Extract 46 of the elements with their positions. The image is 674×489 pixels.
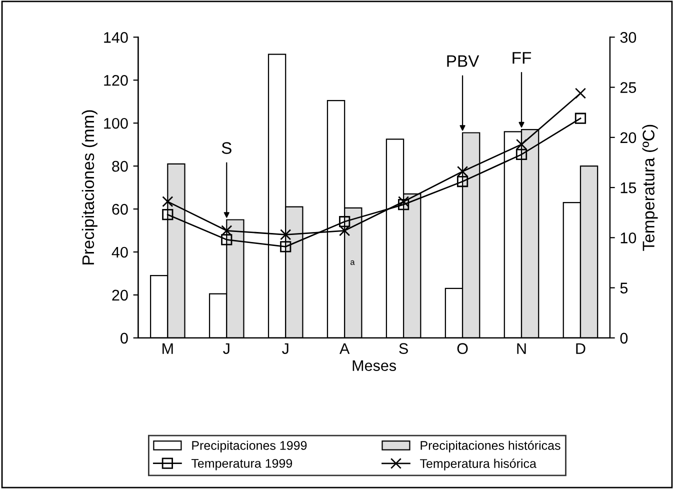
- y-tick-label: 40: [112, 246, 128, 258]
- x-tick-label: J: [282, 343, 288, 354]
- y2-axis-title: Temperatura (ºC): [642, 124, 658, 251]
- point: [280, 229, 292, 240]
- point: [162, 196, 174, 208]
- y-tick-label: 100: [104, 118, 128, 129]
- point: [280, 241, 292, 252]
- y2-tick-label: 10: [620, 232, 636, 244]
- legend-label: Precipitaciones 1999: [192, 440, 307, 452]
- point: [574, 88, 586, 99]
- y-tick-label: 120: [104, 74, 128, 86]
- annotation: S: [222, 142, 232, 154]
- point: [221, 225, 232, 236]
- annotation: PBV: [447, 55, 480, 67]
- x-tick-label: S: [399, 343, 408, 354]
- y-tick-label: 0: [120, 332, 128, 344]
- x-tick-label: M: [162, 343, 173, 354]
- point: [516, 148, 528, 160]
- y2-tick-label: 30: [620, 32, 636, 43]
- x-tick-label: D: [576, 343, 586, 354]
- x-tick-label: O: [457, 343, 468, 354]
- point: [221, 234, 232, 246]
- y2-tick-label: 25: [620, 82, 636, 93]
- x-tick-label: A: [340, 343, 350, 354]
- y-axis-title: Precipitaciones (mm): [82, 110, 98, 264]
- y-tick-label: 80: [112, 160, 128, 172]
- point: [162, 209, 174, 220]
- point: [574, 112, 586, 124]
- y-tick-label: 60: [112, 204, 128, 215]
- y-tick-label: 140: [104, 32, 128, 43]
- point: [339, 216, 350, 228]
- annotation: a: [350, 260, 355, 265]
- legend-label: Temperatura hisórica: [420, 458, 536, 470]
- x-tick-label: N: [517, 343, 526, 354]
- y2-tick-label: 5: [620, 282, 628, 294]
- y2-tick-label: 20: [620, 132, 636, 144]
- point: [398, 199, 410, 210]
- legend-label: Precipitaciones históricas: [420, 440, 560, 452]
- y-tick-label: 20: [112, 290, 128, 301]
- y2-tick-label: 15: [620, 182, 636, 194]
- point: [456, 176, 468, 188]
- x-axis-title: Meses: [352, 360, 396, 371]
- legend-label: Temperatura 1999: [191, 458, 292, 470]
- annotation: FF: [512, 52, 532, 64]
- x-tick-label: J: [223, 343, 230, 354]
- y2-tick-label: 0: [620, 332, 628, 344]
